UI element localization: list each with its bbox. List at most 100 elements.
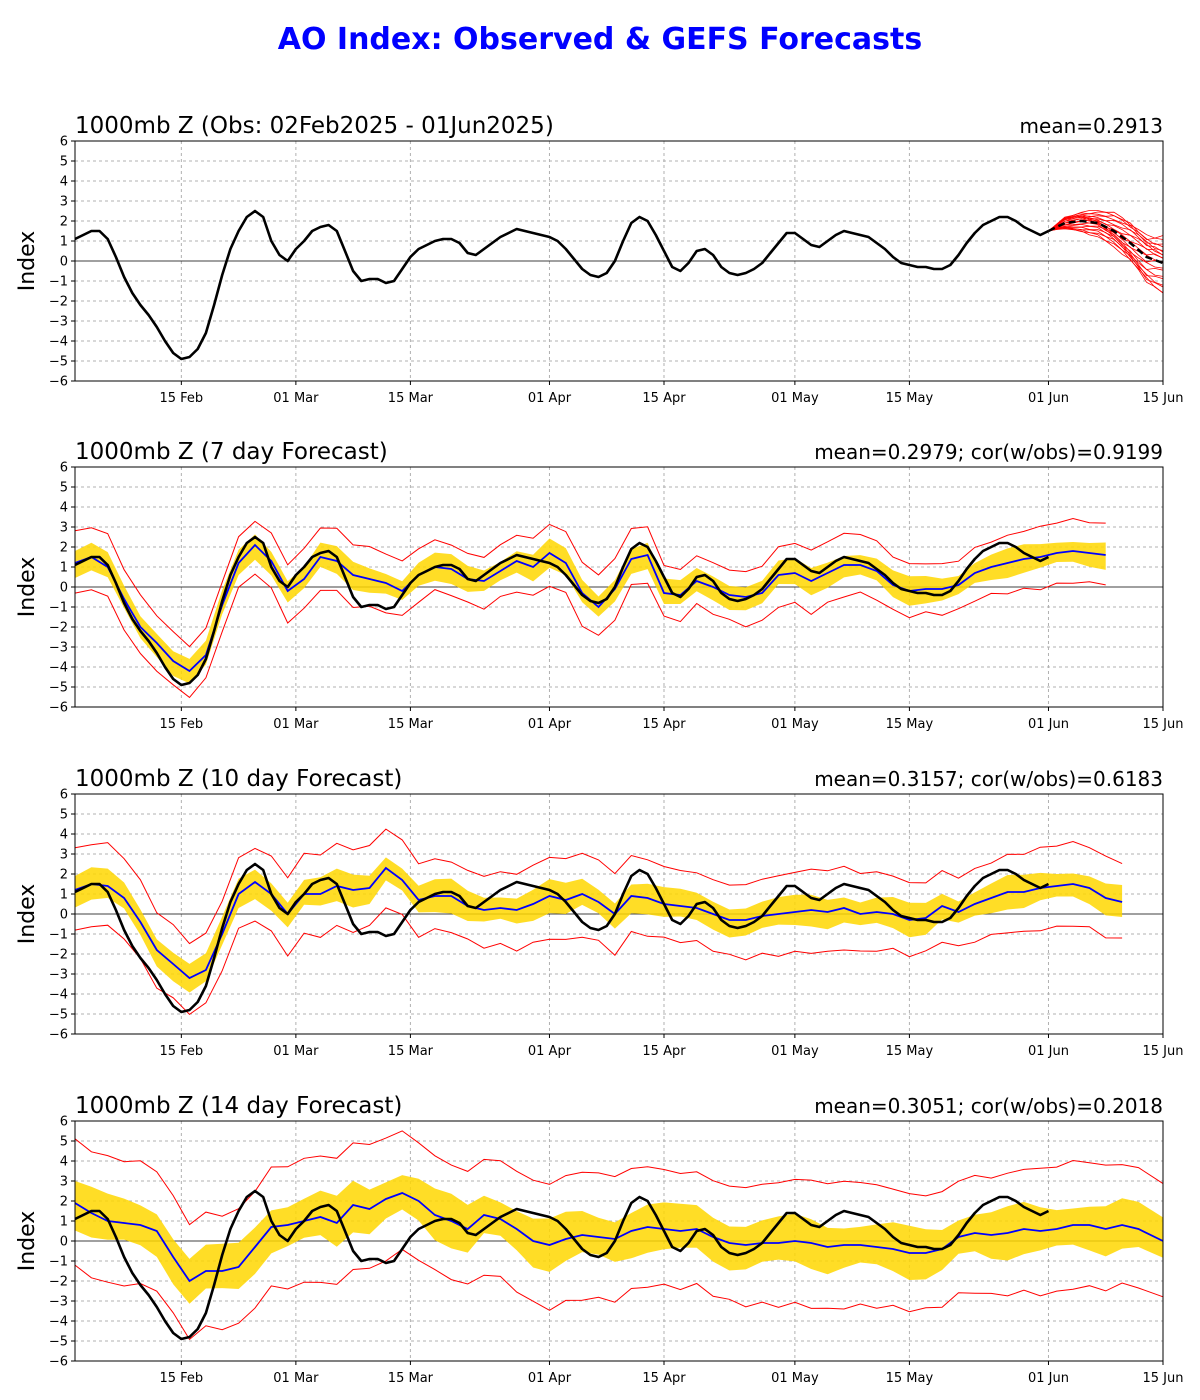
panel-stat: mean=0.3157; cor(w/obs)=0.6183	[814, 767, 1163, 791]
x-tick-label: 01 Apr	[528, 1044, 572, 1059]
x-tick-label: 15 Mar	[388, 391, 434, 406]
ensemble-member-line	[1048, 226, 1164, 280]
y-tick-label: −4	[49, 988, 68, 1003]
panel-title: 1000mb Z (7 day Forecast)	[75, 439, 388, 465]
spread-band	[75, 1175, 1163, 1304]
x-tick-label: 01 May	[771, 1044, 819, 1059]
x-tick-label: 15 May	[886, 717, 934, 732]
y-tick-label: 3	[60, 521, 68, 536]
y-axis-label: Index	[15, 1211, 40, 1272]
y-tick-label: −1	[49, 1255, 68, 1270]
ensemble-member-line	[1048, 210, 1164, 239]
x-tick-label: 01 Mar	[273, 1044, 319, 1059]
y-tick-label: −4	[49, 335, 68, 350]
x-tick-label: 01 May	[771, 1371, 819, 1386]
y-tick-label: 0	[60, 1235, 68, 1250]
ensemble-member-line	[1048, 222, 1164, 269]
lower-bound-line	[74, 573, 1106, 699]
y-tick-label: −2	[49, 1275, 68, 1290]
spread-band	[75, 857, 1123, 993]
x-tick-label: 15 Apr	[642, 391, 686, 406]
y-tick-label: −6	[49, 701, 68, 716]
y-tick-label: 5	[60, 481, 68, 496]
x-tick-label: 15 Mar	[388, 717, 434, 732]
y-tick-label: 4	[60, 828, 68, 843]
x-tick-label: 15 Apr	[642, 1044, 686, 1059]
x-tick-label: 01 Apr	[528, 391, 572, 406]
x-tick-label: 15 Apr	[642, 1371, 686, 1386]
panel-title: 1000mb Z (14 day Forecast)	[75, 1093, 402, 1119]
y-tick-label: −5	[49, 681, 68, 696]
y-tick-label: −5	[49, 1008, 68, 1023]
x-tick-label: 15 Jun	[1143, 1371, 1184, 1386]
observed-line	[74, 1189, 1050, 1341]
y-tick-label: 2	[60, 1195, 68, 1210]
x-tick-label: 01 Jun	[1028, 1044, 1069, 1059]
y-tick-label: −5	[49, 355, 68, 370]
y-tick-label: −2	[49, 948, 68, 963]
ensemble-mean-dashed-line	[1047, 219, 1164, 265]
x-tick-label: 15 Feb	[159, 391, 203, 406]
x-tick-label: 01 Apr	[528, 1371, 572, 1386]
panel-title: 1000mb Z (Obs: 02Feb2025 - 01Jun2025)	[75, 113, 554, 139]
x-tick-label: 15 May	[886, 391, 934, 406]
x-tick-label: 01 Mar	[273, 717, 319, 732]
y-tick-label: −4	[49, 661, 68, 676]
ensemble-member-line	[1048, 223, 1164, 271]
y-tick-label: 5	[60, 1135, 68, 1150]
y-tick-label: −3	[49, 968, 68, 983]
x-tick-label: 15 Jun	[1143, 717, 1184, 732]
y-tick-label: −3	[49, 315, 68, 330]
y-tick-label: −6	[49, 1028, 68, 1043]
x-tick-label: 15 Feb	[159, 1371, 203, 1386]
x-tick-label: 15 Mar	[388, 1371, 434, 1386]
x-tick-label: 15 Jun	[1143, 391, 1184, 406]
x-tick-label: 01 Jun	[1028, 717, 1069, 732]
y-tick-label: 5	[60, 155, 68, 170]
panel-2: 1000mb Z (7 day Forecast) mean=0.2979; co…	[15, 439, 1184, 732]
lower-bound-line	[74, 907, 1123, 1016]
x-tick-label: 01 Mar	[273, 1371, 319, 1386]
y-tick-label: 6	[60, 788, 68, 803]
observed-line	[74, 535, 1050, 687]
y-tick-label: 6	[60, 461, 68, 476]
y-tick-label: −2	[49, 295, 68, 310]
y-tick-label: 1	[60, 1215, 68, 1230]
y-tick-label: 1	[60, 561, 68, 576]
y-tick-label: −3	[49, 641, 68, 656]
upper-bound-line	[74, 517, 1106, 648]
y-tick-label: 5	[60, 808, 68, 823]
ensemble-member-line	[1048, 220, 1164, 263]
x-tick-label: 15 May	[886, 1044, 934, 1059]
x-tick-label: 15 Feb	[159, 1044, 203, 1059]
y-tick-label: 0	[60, 581, 68, 596]
y-tick-label: 3	[60, 848, 68, 863]
y-tick-label: 6	[60, 1115, 68, 1130]
x-tick-label: 15 Mar	[388, 1044, 434, 1059]
spread-band	[75, 534, 1106, 684]
x-tick-label: 01 Apr	[528, 717, 572, 732]
x-tick-label: 01 Mar	[273, 391, 319, 406]
y-tick-label: −3	[49, 1295, 68, 1310]
x-tick-label: 15 May	[886, 1371, 934, 1386]
x-tick-label: 01 May	[771, 717, 819, 732]
y-tick-label: 2	[60, 215, 68, 230]
y-tick-label: 6	[60, 135, 68, 150]
panel-stat: mean=0.3051; cor(w/obs)=0.2018	[814, 1094, 1163, 1118]
y-tick-label: 2	[60, 541, 68, 556]
y-tick-label: 3	[60, 1175, 68, 1190]
y-tick-label: 0	[60, 255, 68, 270]
x-tick-label: 15 Feb	[159, 717, 203, 732]
y-tick-label: 1	[60, 235, 68, 250]
observed-line	[74, 862, 1050, 1014]
y-tick-label: 1	[60, 888, 68, 903]
panel-3: 1000mb Z (10 day Forecast) mean=0.3157; c…	[15, 766, 1184, 1059]
y-tick-label: −6	[49, 375, 68, 390]
y-tick-label: 0	[60, 908, 68, 923]
lower-bound-line	[74, 1248, 1164, 1341]
y-axis-label: Index	[15, 557, 40, 618]
y-tick-label: −6	[49, 1355, 68, 1370]
y-axis-label: Index	[15, 884, 40, 945]
x-tick-label: 01 Jun	[1028, 391, 1069, 406]
